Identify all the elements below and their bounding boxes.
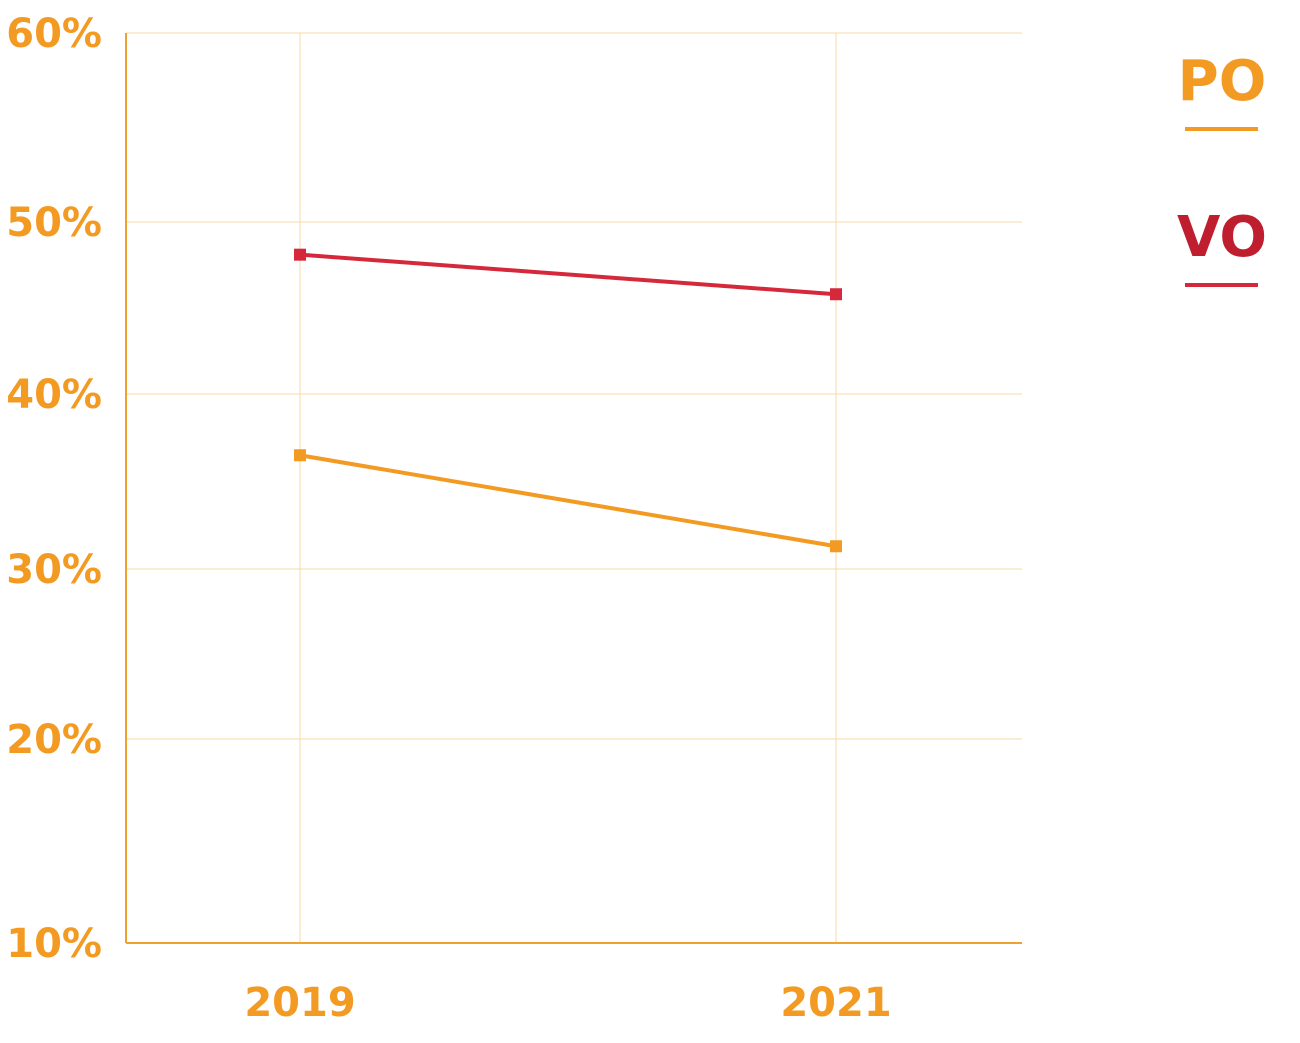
- x-tick-label: 2021: [780, 980, 891, 1026]
- y-tick-label: 60%: [6, 11, 102, 57]
- data-point-vo: [830, 288, 842, 301]
- data-point-po: [294, 449, 306, 462]
- data-point-vo: [294, 248, 306, 261]
- x-tick-labels: 2019 2021: [244, 980, 891, 1026]
- y-tick-label: 10%: [6, 921, 102, 967]
- legend: PO VO: [1177, 49, 1267, 287]
- legend-label-vo: VO: [1177, 205, 1267, 270]
- y-tick-label: 50%: [6, 200, 102, 246]
- series: [294, 248, 842, 553]
- series-line-po: [299, 453, 837, 549]
- x-tick-label: 2019: [244, 980, 355, 1026]
- legend-label-po: PO: [1178, 49, 1267, 114]
- axes: [125, 33, 1022, 944]
- y-tick-labels: 10% 20% 30% 40% 50% 60%: [6, 11, 102, 967]
- y-tick-label: 20%: [6, 717, 102, 763]
- y-tick-label: 30%: [6, 547, 102, 593]
- y-tick-label: 40%: [6, 372, 102, 418]
- series-line-vo: [299, 252, 837, 297]
- grid-lines: [126, 32, 1022, 943]
- data-point-po: [830, 540, 842, 553]
